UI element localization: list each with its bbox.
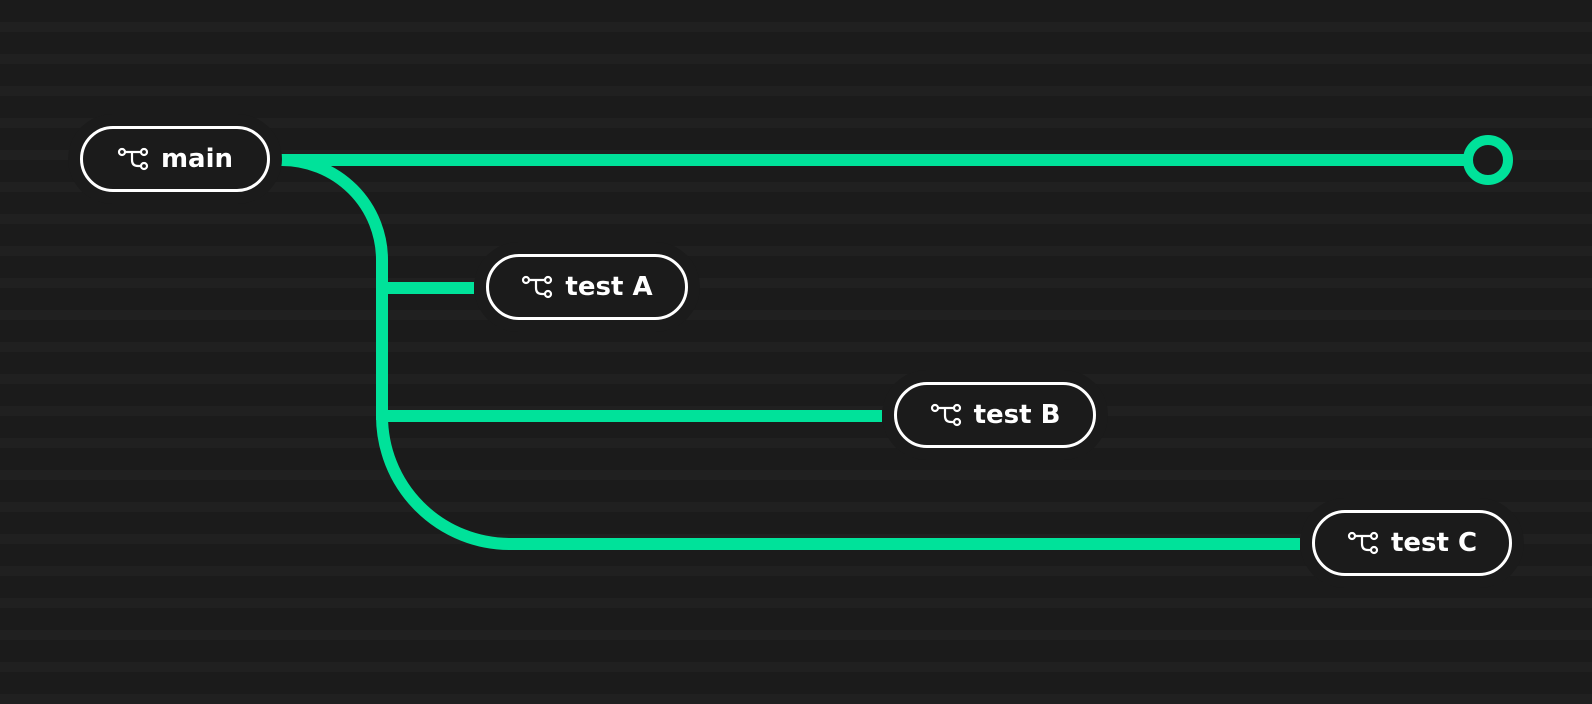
- branch-pill-test-a[interactable]: test A: [486, 254, 688, 320]
- git-branch-icon: [117, 146, 149, 172]
- git-branch-icon: [930, 402, 962, 428]
- branch-label-main: main: [160, 144, 234, 174]
- branch-pill-main[interactable]: main: [80, 126, 270, 192]
- branch-label-test-c: test C: [1390, 528, 1478, 558]
- branch-label-test-b: test B: [973, 400, 1061, 430]
- branch-pill-test-c[interactable]: test C: [1312, 510, 1512, 576]
- git-branch-icon: [521, 274, 553, 300]
- branch-label-test-a: test A: [565, 272, 653, 302]
- branch-pill-test-b[interactable]: test B: [894, 382, 1096, 448]
- commit-circle-icon: [1463, 135, 1513, 185]
- git-branch-icon: [1347, 530, 1379, 556]
- test-c-line: [376, 415, 1300, 550]
- branch-curve-main: [281, 154, 388, 420]
